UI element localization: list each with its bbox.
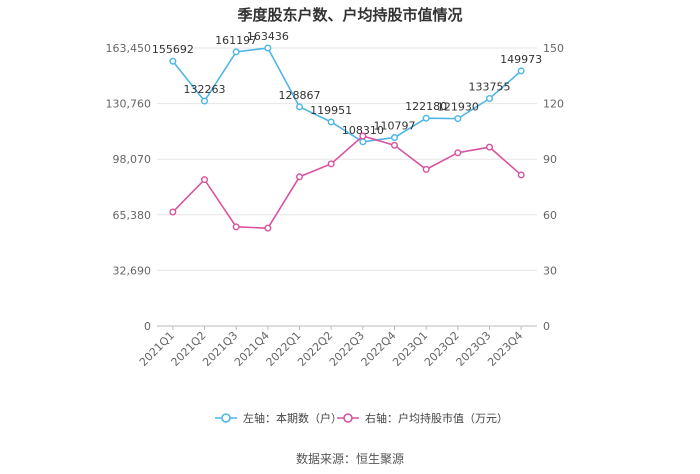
data-label: 163436	[247, 30, 289, 43]
left-series-point	[264, 44, 272, 52]
left-series-point	[327, 118, 335, 126]
legend-marker	[221, 413, 231, 423]
left-series-point	[232, 48, 240, 56]
chart-title: 季度股东户数、户均持股市值情况	[237, 6, 463, 24]
right-series-point	[454, 149, 462, 157]
right-series-point	[391, 141, 399, 149]
right-series-point	[264, 224, 272, 232]
data-label: 161197	[215, 34, 257, 47]
right-tick-label: 120	[543, 98, 564, 111]
left-tick-label: 32,690	[113, 264, 152, 277]
data-label: 132263	[184, 83, 226, 96]
legend-label: 右轴：户均持股市值（万元）	[365, 411, 508, 425]
data-label: 110797	[374, 120, 416, 133]
right-series-point	[359, 132, 367, 140]
right-tick-label: 90	[543, 153, 557, 166]
left-series-point	[200, 97, 208, 105]
data-label: 133755	[469, 81, 511, 94]
data-label: 149973	[500, 53, 542, 66]
left-series-point	[422, 114, 430, 122]
data-label: 108310	[342, 124, 384, 137]
right-series-point	[200, 176, 208, 184]
data-label: 155692	[152, 43, 194, 56]
left-series-point	[296, 103, 304, 111]
left-series-point	[391, 134, 399, 142]
right-series-point	[517, 171, 525, 179]
left-series-point	[169, 57, 177, 65]
right-tick-label: 0	[543, 320, 550, 333]
data-label: 121930	[437, 101, 479, 114]
data-source: 数据来源：恒生聚源	[295, 452, 404, 466]
left-series-point	[359, 138, 367, 146]
right-tick-label: 150	[543, 42, 564, 55]
right-tick-label: 30	[543, 264, 557, 277]
left-series-point	[517, 67, 525, 75]
left-tick-label: 0	[144, 320, 151, 333]
right-series-point	[486, 143, 494, 151]
right-tick-label: 60	[543, 209, 557, 222]
right-series-point	[296, 173, 304, 181]
right-series-line	[172, 135, 522, 229]
left-tick-label: 130,760	[106, 98, 152, 111]
legend-label: 左轴：本期数（户）	[243, 411, 342, 425]
left-tick-label: 163,450	[106, 42, 152, 55]
right-series-point	[422, 165, 430, 173]
right-series-point	[232, 223, 240, 231]
right-series-point	[327, 160, 335, 168]
left-series-point	[486, 95, 494, 103]
right-series-point	[169, 208, 177, 216]
data-label: 119951	[310, 104, 352, 117]
left-series-point	[454, 115, 462, 123]
data-label: 122180	[405, 100, 447, 113]
left-series-line	[172, 47, 522, 143]
legend-marker	[343, 413, 353, 423]
left-tick-label: 65,380	[113, 209, 152, 222]
left-tick-label: 98,070	[113, 153, 152, 166]
x-tick-label: 2023Q4	[485, 329, 525, 369]
data-label: 128867	[279, 89, 321, 102]
